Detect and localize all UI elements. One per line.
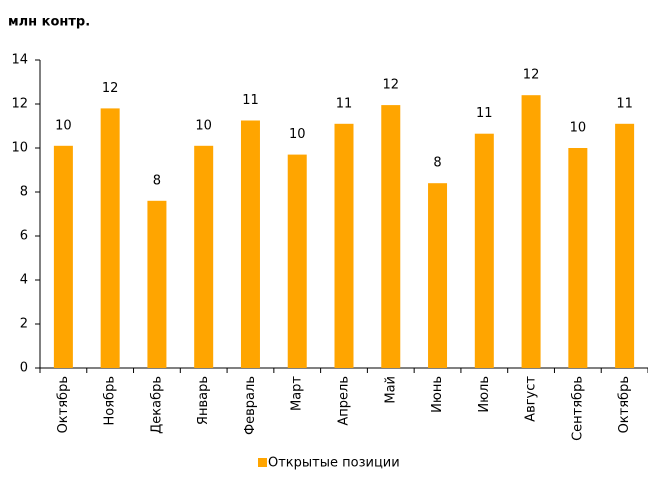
- x-tick-label: Октябрь: [617, 376, 632, 433]
- chart-title: млн контр.: [8, 15, 90, 30]
- y-tick-label: 10: [11, 141, 28, 156]
- x-tick-label: Октябрь: [56, 376, 71, 433]
- data-label: 11: [616, 96, 633, 111]
- bar: [53, 145, 73, 368]
- data-label: 10: [570, 121, 587, 136]
- x-tick-label: Ноябрь: [103, 376, 118, 425]
- y-tick-label: 0: [20, 361, 28, 376]
- data-label: 8: [153, 173, 161, 188]
- x-tick-label: Декабрь: [149, 376, 164, 434]
- bar: [568, 148, 588, 368]
- bar: [287, 154, 307, 368]
- bar: [240, 120, 260, 368]
- data-label: 10: [55, 118, 72, 133]
- data-label: 8: [433, 156, 441, 171]
- data-label: 12: [102, 81, 119, 96]
- bar: [100, 108, 120, 369]
- x-tick-label: Июль: [477, 376, 492, 413]
- x-tick-label: Февраль: [243, 376, 258, 435]
- x-tick-label: Август: [524, 376, 539, 422]
- bar: [334, 123, 354, 368]
- x-tick-label: Март: [290, 376, 305, 411]
- bar: [521, 95, 541, 368]
- data-label: 11: [336, 96, 353, 111]
- data-label: 10: [195, 118, 212, 133]
- data-label: 12: [523, 68, 540, 83]
- bar: [381, 105, 401, 368]
- legend-swatch: [258, 458, 267, 467]
- data-label: 12: [382, 78, 399, 93]
- y-tick-label: 4: [20, 273, 28, 288]
- data-label: 11: [476, 106, 493, 121]
- x-tick-label: Сентябрь: [570, 376, 585, 441]
- bar: [474, 133, 494, 368]
- x-tick-label: Апрель: [337, 376, 352, 426]
- x-tick-label: Июнь: [430, 376, 445, 413]
- y-tick-label: 8: [20, 185, 28, 200]
- bar: [147, 200, 167, 368]
- bar: [615, 123, 635, 368]
- bar: [428, 183, 448, 368]
- y-tick-label: 2: [20, 317, 28, 332]
- legend-label: Открытые позиции: [268, 456, 400, 471]
- data-label: 10: [289, 127, 306, 142]
- x-tick-label: Январь: [196, 376, 211, 425]
- y-tick-label: 14: [11, 53, 28, 68]
- data-label: 11: [242, 93, 259, 108]
- y-tick-label: 6: [20, 229, 28, 244]
- bar: [194, 145, 214, 368]
- x-tick-label: Май: [383, 376, 398, 404]
- y-tick-label: 12: [11, 97, 28, 112]
